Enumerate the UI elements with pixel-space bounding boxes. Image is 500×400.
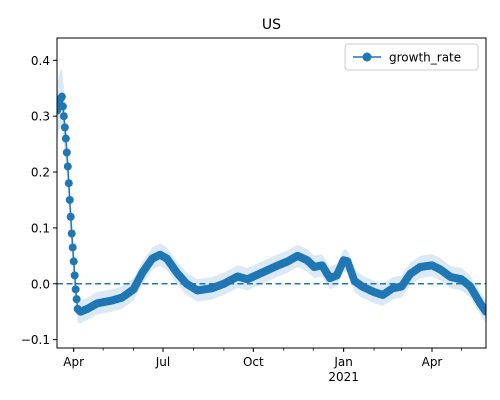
x-tick-label: Oct: [243, 355, 264, 369]
legend-label: growth_rate: [389, 51, 461, 65]
data-point: [57, 92, 66, 101]
data-point: [59, 112, 68, 121]
data-point: [71, 285, 80, 294]
data-point: [62, 148, 71, 157]
y-tick-label: 0.0: [31, 277, 50, 291]
data-point: [63, 162, 72, 171]
data-point: [66, 212, 75, 221]
plot-area: [57, 68, 486, 324]
x-tick-label: Apr: [422, 355, 443, 369]
legend-marker-sample: [362, 52, 372, 62]
y-tick-label: −0.1: [21, 333, 50, 347]
x-tick-label: Jan: [333, 355, 353, 369]
data-point: [72, 295, 81, 304]
x-tick-label: Apr: [63, 355, 84, 369]
legend-box: [344, 43, 479, 71]
y-tick-label: 0.1: [31, 221, 50, 235]
data-point: [68, 243, 77, 252]
data-point: [60, 123, 69, 132]
data-point: [482, 307, 486, 316]
axes-frame: [56, 37, 487, 349]
data-point: [69, 257, 78, 266]
y-tick-label: 0.3: [31, 110, 50, 124]
data-point: [65, 195, 74, 204]
y-tick-label: 0.2: [31, 166, 50, 180]
data-point: [58, 102, 67, 111]
x-tick-label: Jul: [155, 355, 170, 369]
y-tick-label: 0.4: [31, 54, 50, 68]
legend: growth_rate: [344, 43, 479, 71]
data-point: [67, 229, 76, 238]
data-point: [61, 134, 70, 143]
series-markers: [57, 92, 486, 316]
data-point: [70, 271, 79, 280]
axes: 0.4 0.3 0.2 0.1 0.0 −0.1 Apr Jul Oct Jan Apr 2021: [21, 37, 487, 384]
x-year-label: 2021: [328, 370, 359, 384]
data-point: [64, 179, 73, 188]
chart-title: US: [262, 17, 281, 33]
